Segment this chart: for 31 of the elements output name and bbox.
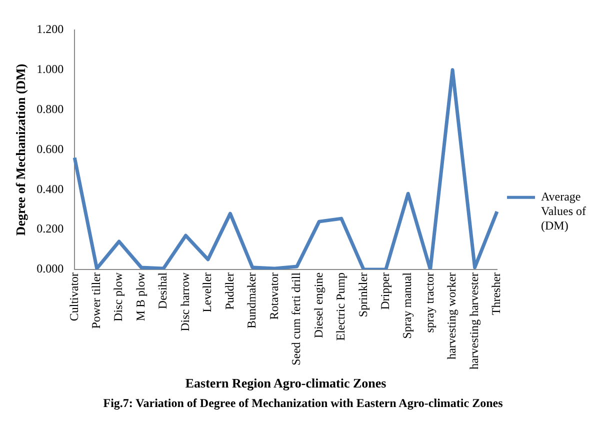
- x-tick-label: Sprinkler: [356, 272, 370, 318]
- y-tick-label: 0.200: [36, 222, 64, 236]
- x-tick-label: Desihal: [156, 272, 170, 310]
- x-tick-label: Thresher: [489, 272, 504, 316]
- x-tick-label: Seed cum ferti drill: [289, 272, 304, 366]
- x-axis-title: Eastern Region Agro-climatic Zones: [185, 376, 386, 391]
- y-tick-label: 0.400: [36, 182, 64, 196]
- x-tick-label: Leveller: [200, 272, 214, 312]
- x-tick-label: M B plow: [133, 272, 148, 322]
- x-tick-label: Power tiller: [88, 272, 103, 329]
- x-tick-label: Spray manual: [400, 272, 414, 339]
- x-tick-label: Electric Pump: [334, 272, 348, 341]
- x-tick-label: harvesting worker: [444, 272, 459, 360]
- x-tick-label: Bundmaker: [244, 272, 259, 328]
- x-tick-label: Dripper: [378, 272, 392, 310]
- x-tick-label: Puddler: [222, 272, 236, 310]
- y-tick-label: 0.600: [36, 142, 64, 156]
- y-tick-label: 0.800: [36, 102, 64, 116]
- legend-label: Average Values of (DM): [541, 190, 586, 232]
- x-tick-label: spray tractor: [422, 272, 436, 333]
- x-tick-label: Diesel engine: [311, 272, 326, 338]
- x-tick-label: Cultivator: [66, 272, 81, 322]
- x-tick-label: Rotavator: [266, 272, 281, 320]
- caption: Fig.7: Variation of Degree of Mechanization with Eastern Agro-climatic Zones: [102, 396, 504, 411]
- y-tick-label: 1.000: [36, 62, 64, 76]
- y-axis-title: Degree of Mechanization (DM): [13, 64, 28, 236]
- y-tick-label: 0.000: [36, 262, 64, 276]
- x-tick-label: Disc plow: [111, 272, 126, 322]
- x-tick-label: Disc harrow: [178, 272, 192, 332]
- y-tick-label: 1.200: [36, 22, 64, 36]
- x-tick-label: harvesting harvester: [466, 272, 481, 370]
